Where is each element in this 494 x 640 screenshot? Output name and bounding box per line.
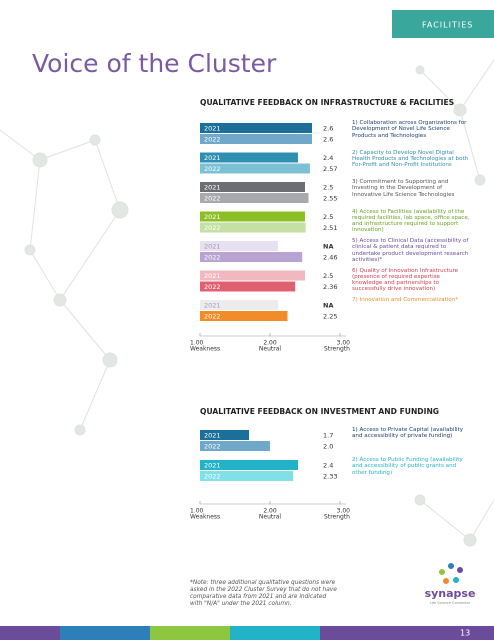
value-label: 2.5 bbox=[323, 213, 333, 221]
series-label: 2021 bbox=[204, 272, 221, 280]
series-label: 2021 bbox=[204, 243, 221, 251]
value-label: 2.5 bbox=[323, 272, 333, 280]
value-label: 2.36 bbox=[323, 283, 337, 291]
category-label: 7) Innovation and Commercialization* bbox=[352, 297, 459, 303]
bar bbox=[200, 134, 312, 144]
logo-tagline: Life Science Connector bbox=[430, 601, 471, 605]
value-label: 2.5 bbox=[323, 184, 333, 192]
bar bbox=[200, 163, 310, 174]
molecule-decoration bbox=[0, 59, 494, 547]
value-label: NA bbox=[323, 243, 333, 251]
bar bbox=[200, 270, 305, 281]
series-label: 2021 bbox=[204, 462, 221, 470]
series-label: 2022 bbox=[204, 313, 221, 321]
bar bbox=[200, 193, 309, 203]
bar bbox=[200, 311, 288, 321]
category-label: 5) Access to Clinical Data (accessibilit… bbox=[352, 238, 469, 263]
bar bbox=[200, 441, 270, 451]
bar bbox=[200, 211, 305, 222]
na-placeholder bbox=[200, 241, 278, 251]
value-label: 2.0 bbox=[323, 443, 333, 451]
series-label: 2021 bbox=[204, 154, 221, 162]
na-placeholder bbox=[200, 300, 278, 310]
value-label: 2.46 bbox=[323, 254, 337, 262]
chart-title: QUALITATIVE FEEDBACK ON INFRASTRUCTURE &… bbox=[200, 98, 454, 107]
x-tick-label: 3.00 bbox=[337, 508, 351, 515]
series-label: 2022 bbox=[204, 136, 221, 144]
value-label: 2.6 bbox=[323, 136, 333, 144]
category-label: 2) Access to Public Funding (availabilit… bbox=[352, 457, 463, 476]
value-label: NA bbox=[323, 302, 333, 310]
category-label: 1) Collaboration across Organizations fo… bbox=[352, 120, 467, 139]
x-tick-name: Weakness bbox=[190, 346, 220, 353]
x-tick-label: 3.00 bbox=[337, 340, 351, 347]
series-label: 2021 bbox=[204, 125, 221, 133]
x-tick-name: Weakness bbox=[190, 514, 220, 521]
value-label: 2.33 bbox=[323, 473, 337, 481]
series-label: 2022 bbox=[204, 473, 221, 481]
x-tick-label: 2.00 bbox=[263, 508, 277, 515]
x-tick-name: Strength bbox=[324, 346, 350, 353]
category-label: 4) Access to Facilities (availability of… bbox=[352, 208, 470, 234]
x-tick-label: 1.00 bbox=[190, 508, 204, 515]
x-tick-name: Neutral bbox=[259, 346, 281, 353]
bar bbox=[200, 460, 298, 470]
category-label: 2) Capacity to Develop Novel Digital Hea… bbox=[352, 149, 469, 169]
series-label: 2022 bbox=[204, 224, 221, 232]
series-label: 2021 bbox=[204, 184, 221, 192]
bar bbox=[200, 430, 249, 440]
value-label: 1.7 bbox=[323, 432, 333, 440]
section-tag: FACILITIES bbox=[422, 21, 473, 30]
page-title: Voice of the Cluster bbox=[32, 49, 277, 78]
value-label: 2.55 bbox=[323, 195, 337, 203]
value-label: 2.25 bbox=[323, 313, 337, 321]
tag-background bbox=[392, 10, 494, 38]
series-label: 2022 bbox=[204, 165, 221, 173]
series-label: 2022 bbox=[204, 254, 221, 262]
value-label: 2.4 bbox=[323, 462, 333, 470]
x-tick-name: Neutral bbox=[259, 514, 281, 521]
value-label: 2.6 bbox=[323, 125, 333, 133]
series-label: 2022 bbox=[204, 283, 221, 291]
x-tick-label: 1.00 bbox=[190, 340, 204, 347]
footer-stripe bbox=[0, 626, 494, 640]
bar bbox=[200, 471, 294, 481]
x-tick-name: Strength bbox=[324, 514, 350, 521]
bar bbox=[200, 182, 305, 192]
value-label: 2.51 bbox=[323, 224, 337, 232]
value-label: 2.57 bbox=[323, 165, 337, 173]
category-label: 3) Commitment to Supporting and Investin… bbox=[352, 179, 455, 198]
series-label: 2021 bbox=[204, 432, 221, 440]
bar bbox=[200, 252, 303, 262]
note: *Note: three additional qualitative ques… bbox=[190, 580, 337, 607]
category-label: 1) Access to Private Capital (availabili… bbox=[352, 427, 464, 440]
series-label: 2021 bbox=[204, 213, 221, 221]
bar bbox=[200, 222, 306, 233]
logo: synapse Life Science Connector bbox=[425, 563, 476, 605]
logo-name: synapse bbox=[425, 587, 476, 600]
series-label: 2022 bbox=[204, 195, 221, 203]
series-label: 2021 bbox=[204, 302, 221, 310]
series-label: 2022 bbox=[204, 443, 221, 451]
bar bbox=[200, 152, 298, 163]
x-tick-label: 2.00 bbox=[263, 340, 277, 347]
page-number: 13 bbox=[460, 629, 470, 638]
bar bbox=[200, 123, 312, 133]
category-label: 6) Quality of Innovation Infrastructure … bbox=[352, 267, 459, 293]
chart-title: QUALITATIVE FEEDBACK ON INVESTMENT AND F… bbox=[200, 407, 439, 416]
bar bbox=[200, 281, 296, 292]
value-label: 2.4 bbox=[323, 154, 333, 162]
